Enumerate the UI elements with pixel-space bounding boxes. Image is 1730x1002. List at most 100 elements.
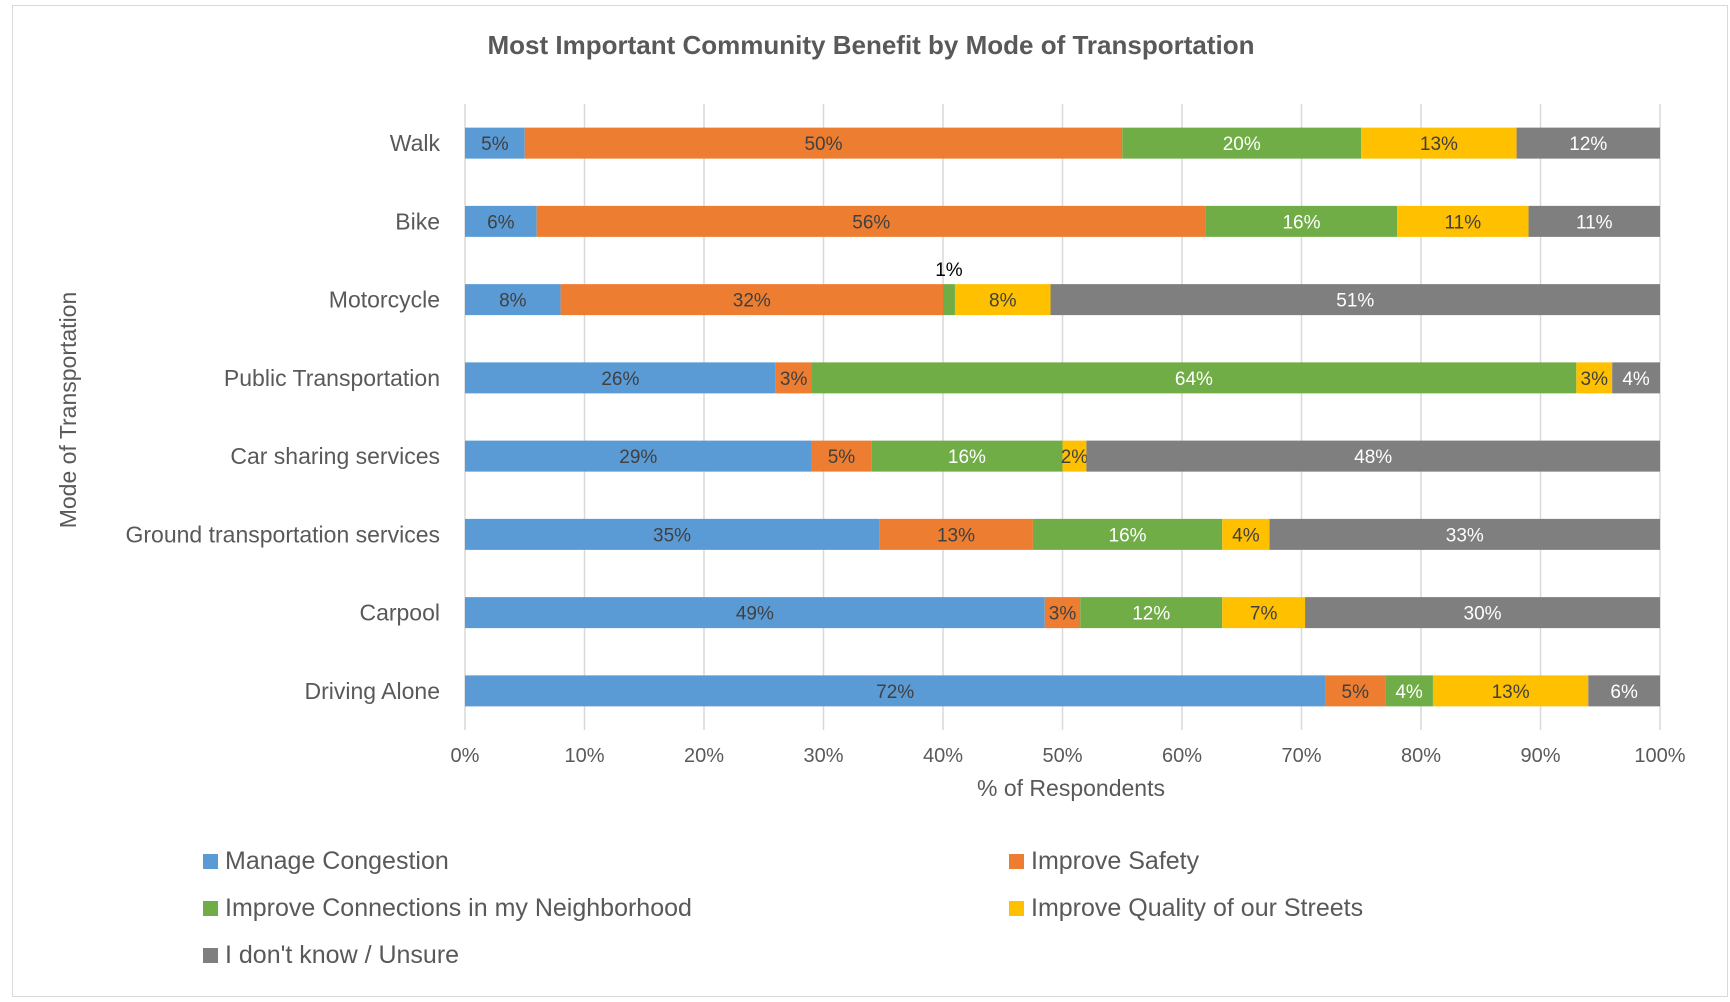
x-tick-label: 70%: [1281, 745, 1321, 767]
bar-segment: [536, 205, 1206, 237]
data-label: 16%: [948, 447, 986, 468]
category-label: Walk: [390, 130, 441, 156]
bar-segment: [1044, 597, 1081, 629]
data-label: 4%: [1395, 682, 1423, 703]
category-axis: Walk Bike Motorcycle Public Transportation C…: [126, 130, 441, 704]
chart-canvas: Most Important Community Benefit by Mode…: [55, 30, 1686, 969]
value-axis: 0% 10% 20% 30% 40% 50% 60% 70% 80% 90% 100%: [451, 745, 1686, 767]
data-label: 11%: [1445, 212, 1482, 233]
data-label: 13%: [937, 525, 975, 546]
data-label: 5%: [481, 134, 509, 155]
data-label: 12%: [1569, 134, 1607, 155]
data-label: 16%: [1109, 525, 1147, 546]
data-label: 4%: [1232, 525, 1260, 546]
bar-segment: [1062, 440, 1087, 472]
bar-segment: [871, 440, 1063, 472]
x-tick-label: 30%: [803, 745, 843, 767]
legend-swatch: [203, 948, 218, 963]
bar-segment: [1588, 675, 1660, 707]
bar-segment: [1222, 597, 1306, 629]
bar-segment: [465, 597, 1045, 629]
bar-segment: [954, 284, 1051, 316]
bar-segment: [1269, 518, 1660, 550]
legend-label: Improve Connections in my Neighborhood: [225, 894, 692, 922]
data-label: 5%: [828, 447, 856, 468]
data-label: 33%: [1446, 525, 1484, 546]
bar-plot-area: 5% 50% 20% 13% 12% 6% 56% 16% 11% 11% 8% 32% 1% 8% 51%…: [465, 127, 1660, 707]
bar-segment: [879, 518, 1033, 550]
bar-segment: [1032, 518, 1223, 550]
data-label: 13%: [1492, 682, 1530, 703]
data-label: 3%: [1049, 604, 1077, 625]
x-tick-label: 20%: [684, 745, 724, 767]
bar-segment: [1397, 205, 1529, 237]
legend-swatch: [203, 901, 218, 916]
data-label: 51%: [1336, 291, 1374, 312]
data-label: 32%: [733, 291, 771, 312]
bar-segment: [465, 362, 776, 394]
bar-segment: [1305, 597, 1660, 629]
x-tick-label: 0%: [451, 745, 480, 767]
legend-label: I don't know / Unsure: [225, 941, 459, 969]
data-label: 48%: [1354, 447, 1392, 468]
data-label: 56%: [852, 212, 890, 233]
data-label: 12%: [1132, 604, 1170, 625]
data-label: 6%: [1610, 682, 1638, 703]
legend-swatch: [1009, 901, 1024, 916]
legend-label: Manage Congestion: [225, 847, 449, 875]
data-label: 8%: [989, 291, 1017, 312]
data-label: 6%: [487, 212, 515, 233]
data-label: 16%: [1282, 212, 1320, 233]
y-axis-title: Mode of Transportation: [55, 292, 81, 529]
category-label: Public Transportation: [224, 365, 440, 391]
bar-segment: [465, 675, 1326, 707]
data-label: 35%: [653, 525, 691, 546]
bar-segment: [560, 284, 943, 316]
data-label: 30%: [1464, 604, 1502, 625]
data-label: 8%: [499, 291, 527, 312]
data-label: 7%: [1250, 604, 1278, 625]
data-label: 26%: [601, 369, 639, 390]
bar-segment: [1122, 127, 1362, 159]
category-label: Motorcycle: [329, 287, 440, 313]
legend: Manage Congestion Improve Safety Improve C…: [203, 847, 1363, 969]
data-label: 49%: [736, 604, 774, 625]
bar-segment: [1050, 284, 1660, 316]
category-label: Bike: [395, 208, 440, 234]
bar-segment: [1528, 205, 1660, 237]
bar-segment: [1205, 205, 1398, 237]
data-label: 2%: [1061, 447, 1089, 468]
category-label: Carpool: [359, 600, 440, 626]
bar-segment: [465, 127, 525, 159]
data-label: 1%: [935, 260, 963, 281]
data-label: 20%: [1223, 134, 1261, 155]
x-tick-label: 60%: [1162, 745, 1202, 767]
x-tick-label: 100%: [1634, 745, 1685, 767]
bar-segment: [1516, 127, 1660, 159]
x-tick-label: 50%: [1042, 745, 1082, 767]
x-tick-label: 80%: [1401, 745, 1441, 767]
data-label: 5%: [1342, 682, 1370, 703]
bar-segment: [465, 205, 537, 237]
bar-segment: [1432, 675, 1589, 707]
category-label: Driving Alone: [304, 678, 440, 704]
x-axis-title: % of Respondents: [977, 775, 1165, 801]
data-label: 4%: [1622, 369, 1650, 390]
bar-segment: [524, 127, 1123, 159]
data-label: 50%: [804, 134, 842, 155]
bar-segment: [1576, 362, 1613, 394]
x-tick-label: 40%: [923, 745, 963, 767]
bar-segment: [1612, 362, 1660, 394]
bar-segment: [465, 518, 880, 550]
category-label: Ground transportation services: [126, 521, 441, 547]
bar-segment: [465, 440, 812, 472]
category-label: Car sharing services: [230, 443, 440, 469]
bar-segment: [811, 440, 872, 472]
chart-title: Most Important Community Benefit by Mode…: [488, 30, 1255, 60]
bar-segment: [1385, 675, 1433, 707]
bar-segment: [1361, 127, 1517, 159]
grid-lines: [464, 104, 1661, 730]
legend-swatch: [203, 854, 218, 869]
data-label: 29%: [619, 447, 657, 468]
bar-segment: [775, 362, 812, 394]
